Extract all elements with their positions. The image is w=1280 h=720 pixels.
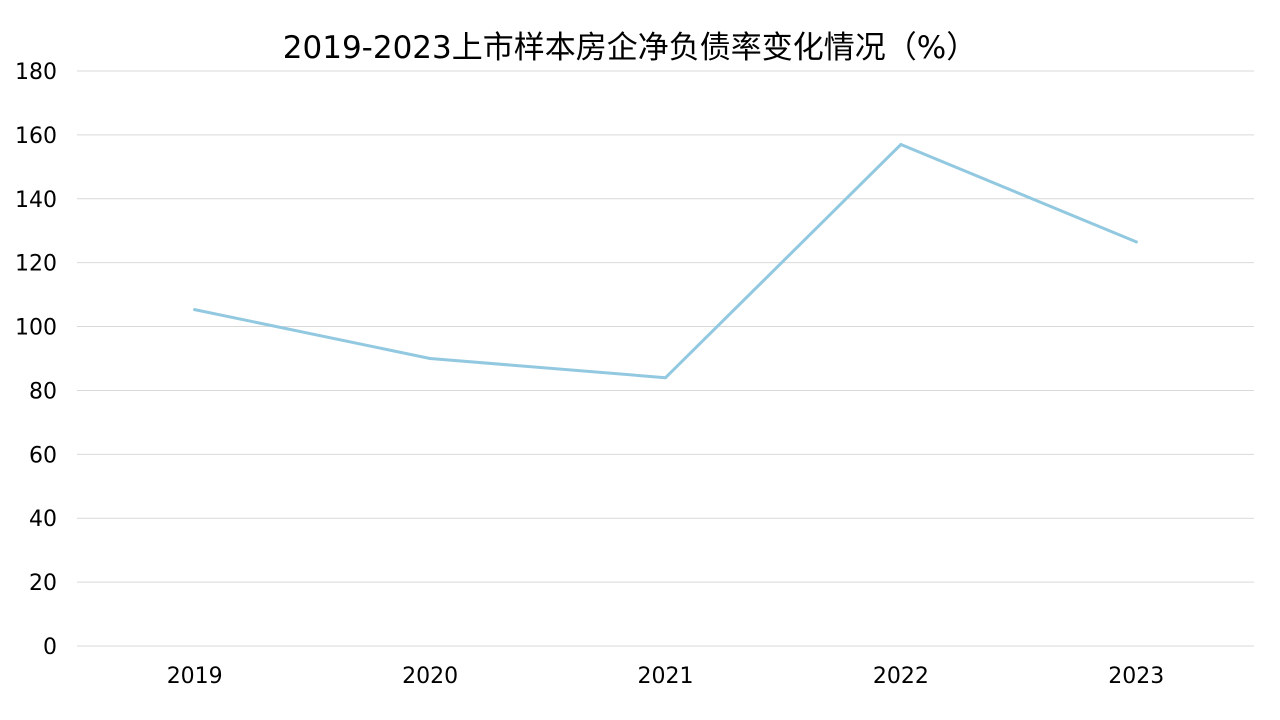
y-tick-label: 60 [29, 443, 57, 468]
series-group [193, 142, 1138, 380]
y-tick-label: 140 [15, 188, 57, 213]
data-point [428, 357, 432, 360]
x-tick-label: 2022 [873, 664, 929, 689]
series-line [193, 143, 1138, 380]
x-tick-label: 2019 [167, 664, 223, 689]
y-axis-ticks: 0 20 40 60 80 100 120 140 160 180 [15, 60, 57, 660]
y-tick-label: 100 [15, 316, 57, 341]
x-tick-label: 2021 [638, 664, 694, 689]
data-point [193, 308, 197, 312]
data-point [1134, 240, 1138, 244]
gridlines [77, 70, 1254, 647]
y-tick-label: 40 [29, 507, 57, 532]
y-tick-label: 180 [15, 60, 57, 85]
y-tick-label: 80 [29, 379, 57, 404]
data-point [664, 376, 667, 380]
x-tick-label: 2023 [1108, 664, 1164, 689]
y-tick-label: 120 [15, 252, 57, 277]
x-axis-ticks: 2019 2020 2021 2022 2023 [167, 664, 1165, 689]
y-tick-label: 160 [15, 124, 57, 149]
data-point [899, 142, 903, 146]
chart-title: 2019-2023上市样本房企净负债率变化情况（%） [282, 30, 978, 66]
y-tick-label: 0 [43, 635, 57, 660]
y-tick-label: 20 [29, 571, 57, 596]
x-tick-label: 2020 [402, 664, 458, 689]
